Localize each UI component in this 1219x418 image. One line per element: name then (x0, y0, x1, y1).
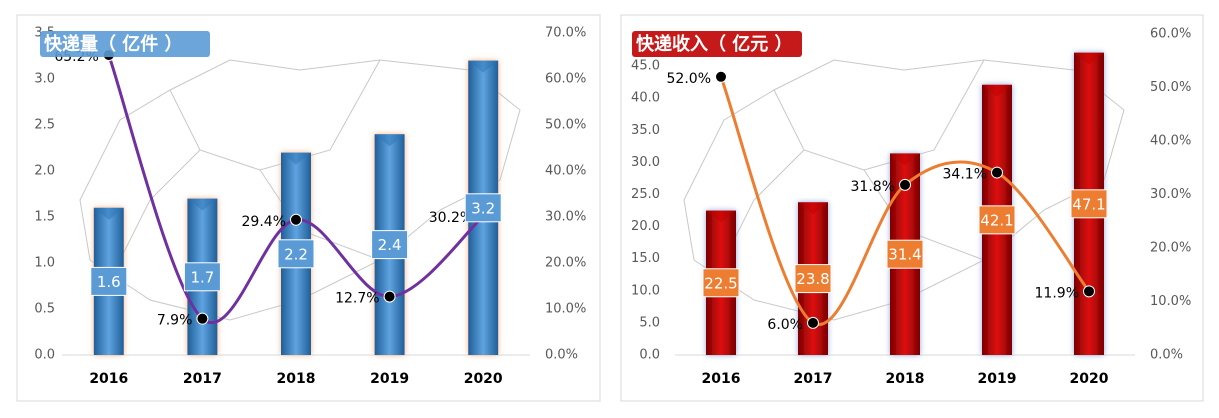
y-tick-label: 0.5 (34, 302, 55, 317)
x-tick-label: 2018 (277, 371, 316, 387)
y2-tick-label: 50.0% (1150, 80, 1191, 95)
value-label-box (1070, 189, 1108, 219)
y-tick-label: 15.0 (631, 251, 660, 266)
y-tick-label: 3.0 (34, 72, 55, 87)
line-point (196, 312, 209, 325)
line-value-label: 29.4% (242, 214, 286, 230)
line-point (383, 290, 396, 303)
line-value-label: 30.2% (429, 210, 473, 226)
line-value-label: 52.0% (667, 71, 711, 87)
y-tick-label: 45.0 (631, 59, 660, 74)
value-label-box (371, 230, 409, 260)
line-point (807, 316, 819, 329)
bar-cap (798, 202, 828, 215)
line-point (899, 178, 911, 191)
bar-value-label: 31.4 (888, 246, 921, 264)
bar-value-label: 23.8 (796, 270, 829, 288)
y2-tick-label: 20.0% (1150, 241, 1191, 256)
y-tick-label: 1.5 (34, 210, 55, 225)
value-label-box (702, 268, 740, 298)
bar-value-label: 1.6 (97, 273, 121, 291)
bar-value-label: 3.2 (471, 199, 495, 217)
x-tick-label: 2019 (978, 371, 1017, 387)
line-value-label: 34.1% (943, 167, 987, 183)
line (107, 54, 485, 324)
bar-cap (187, 198, 218, 211)
chart-title: 快递量（ 亿件 ） (44, 33, 183, 55)
x-tick-label: 2017 (794, 371, 833, 387)
bar-value-label: 42.1 (980, 211, 1013, 229)
y-tick-label: 2.0 (34, 164, 55, 179)
y-tick-label: 5.0 (639, 315, 660, 330)
value-label-box (277, 239, 315, 269)
bar-value-label: 47.1 (1072, 195, 1105, 213)
x-tick-label: 2020 (464, 371, 503, 387)
bar-value-label: 2.2 (284, 245, 308, 263)
y-tick-label: 30.0 (631, 155, 660, 170)
y-tick-label: 0.0 (34, 348, 55, 363)
y2-tick-label: 10.0% (1150, 294, 1191, 309)
y-tick-label: 35.0 (631, 123, 660, 138)
x-tick-label: 2017 (183, 371, 222, 387)
title-box (632, 31, 802, 57)
bar-value-label: 22.5 (704, 274, 737, 292)
x-tick-label: 2019 (370, 371, 409, 387)
y-tick-label: 20.0 (631, 219, 660, 234)
line (719, 76, 1091, 327)
bar-cap (890, 153, 920, 166)
y2-tick-label: 10.0% (545, 302, 586, 317)
bar-cap (1074, 52, 1104, 65)
x-tick-label: 2020 (1070, 371, 1109, 387)
chart-title: 快递收入（ 亿元 ） (636, 33, 793, 55)
x-tick-label: 2018 (886, 371, 925, 387)
bar-cap (93, 207, 124, 220)
line-value-label: 6.0% (767, 317, 803, 333)
y-tick-label: 2.5 (34, 118, 55, 133)
y-tick-label: 25.0 (631, 187, 660, 202)
value-label-box (886, 239, 924, 269)
y2-tick-label: 40.0% (545, 164, 586, 179)
bar-value-label: 1.7 (190, 268, 214, 286)
y2-tick-label: 30.0% (1150, 187, 1191, 202)
y2-tick-label: 20.0% (545, 256, 586, 271)
bar-cap (374, 134, 405, 147)
bar-cap (982, 84, 1012, 97)
title-box (40, 31, 210, 57)
line-value-label: 31.8% (851, 179, 895, 195)
value-label-box (183, 262, 221, 292)
line-value-label: 7.9% (157, 313, 193, 329)
y2-tick-label: 60.0% (545, 72, 586, 87)
y2-tick-label: 50.0% (545, 118, 586, 133)
x-tick-label: 2016 (702, 371, 741, 387)
line-point (715, 70, 727, 83)
y-tick-label: 40.0 (631, 91, 660, 106)
x-tick-label: 2016 (89, 371, 128, 387)
value-label-box (90, 266, 128, 296)
y2-tick-label: 40.0% (1150, 134, 1191, 149)
y2-tick-label: 0.0% (1150, 348, 1183, 363)
y2-tick-label: 60.0% (1150, 27, 1191, 42)
bar-value-label: 2.4 (378, 236, 402, 254)
line-value-label: 11.9% (1035, 285, 1079, 301)
value-label-box (978, 205, 1016, 235)
y2-tick-label: 30.0% (545, 210, 586, 225)
bar-cap (468, 60, 499, 73)
line-point (290, 213, 302, 226)
y-tick-label: 0.0 (639, 348, 660, 363)
bar-cap (706, 210, 736, 223)
y-tick-label: 1.0 (34, 256, 55, 271)
value-label-box (794, 264, 832, 294)
line-point (991, 166, 1003, 179)
y-tick-label: 10.0 (631, 283, 660, 298)
value-label-box (464, 193, 502, 223)
y2-tick-label: 0.0% (545, 348, 578, 363)
line-point (1083, 285, 1095, 298)
bar-cap (281, 152, 311, 165)
line-value-label: 12.7% (335, 291, 379, 307)
y2-tick-label: 70.0% (545, 26, 586, 41)
